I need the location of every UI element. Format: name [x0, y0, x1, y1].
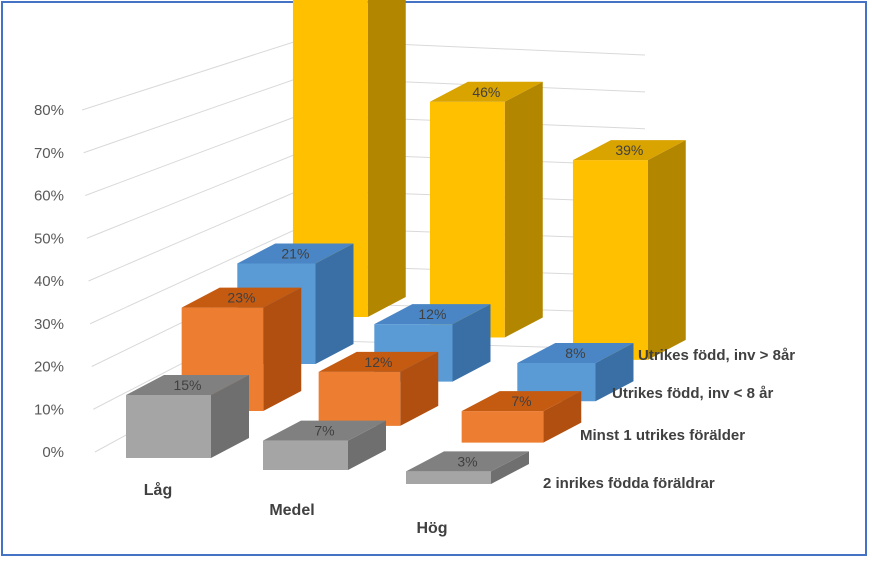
- y-tick-label: 10%: [34, 401, 64, 418]
- bar-side: [504, 81, 543, 338]
- bar: [263, 420, 386, 470]
- bar-front: [318, 371, 401, 426]
- bar-side: [491, 451, 529, 484]
- bar-side: [400, 351, 439, 426]
- bar-front: [572, 160, 648, 360]
- bar-side: [452, 304, 491, 382]
- data-label: 21%: [281, 245, 309, 261]
- bar-side: [647, 140, 686, 360]
- bars: [126, 0, 686, 484]
- series-label: Minst 1 utrikes förälder: [580, 427, 745, 444]
- data-labels: 70%46%39%21%12%8%23%12%7%15%7%3%: [173, 84, 643, 470]
- bar-front: [263, 440, 348, 470]
- bar-side: [595, 342, 634, 402]
- bar-side: [263, 287, 302, 411]
- bar-top: [318, 351, 439, 372]
- data-label: 46%: [472, 84, 500, 100]
- data-label: 7%: [511, 393, 531, 409]
- data-label: 12%: [364, 354, 392, 370]
- data-label: 12%: [418, 306, 446, 322]
- bar-top: [406, 451, 529, 472]
- category-label: Medel: [269, 502, 314, 519]
- bar-front: [429, 101, 505, 338]
- y-tick-label: 0%: [42, 444, 64, 461]
- bar-top: [237, 243, 354, 264]
- bar-front: [461, 411, 544, 443]
- bar: [429, 81, 543, 338]
- bar-top: [572, 140, 686, 161]
- y-tick-label: 40%: [34, 273, 64, 290]
- bar-side: [543, 391, 582, 443]
- bar: [406, 451, 529, 484]
- bar: [126, 375, 249, 458]
- data-label: 8%: [565, 345, 585, 361]
- y-axis-ticks: 0% 10% 20% 30% 40% 50% 60% 70% 80%: [34, 102, 64, 461]
- y-tick-label: 30%: [34, 316, 64, 333]
- data-label: 15%: [173, 377, 201, 393]
- series-label: 2 inrikes födda föräldrar: [543, 475, 715, 492]
- series-label: Utrikes född, inv > 8år: [638, 347, 795, 364]
- y-tick-label: 70%: [34, 145, 64, 162]
- bar-side: [315, 243, 354, 364]
- bar-top: [429, 81, 543, 102]
- bar-front: [126, 395, 211, 458]
- bar-front: [292, 0, 368, 317]
- bar-side: [367, 0, 406, 317]
- bar-top: [263, 420, 386, 441]
- y-tick-label: 20%: [34, 359, 64, 376]
- data-label: 7%: [314, 423, 334, 439]
- bar: [318, 351, 439, 426]
- data-label: 3%: [457, 453, 477, 469]
- y-tick-label: 50%: [34, 230, 64, 247]
- data-label: 23%: [227, 290, 255, 306]
- bar-top: [461, 391, 582, 412]
- category-labels: Låg Medel Hög: [144, 481, 448, 537]
- bar-side: [211, 375, 249, 458]
- series-labels: 2 inrikes födda föräldrar Minst 1 utrikes…: [543, 347, 795, 492]
- data-label: 39%: [615, 142, 643, 158]
- category-label: Hög: [416, 520, 447, 537]
- bar-top: [374, 304, 491, 325]
- bar: [461, 391, 582, 443]
- bar-top: [517, 342, 634, 363]
- bar: [292, 0, 406, 317]
- bar-top: [181, 287, 302, 308]
- category-label: Låg: [144, 481, 172, 499]
- bar-side: [348, 420, 386, 470]
- bar-top: [126, 375, 249, 395]
- series-label: Utrikes född, inv < 8 år: [612, 385, 773, 402]
- bar: [572, 140, 686, 360]
- y-tick-label: 80%: [34, 102, 64, 119]
- y-tick-label: 60%: [34, 188, 64, 205]
- bar-front: [406, 471, 491, 484]
